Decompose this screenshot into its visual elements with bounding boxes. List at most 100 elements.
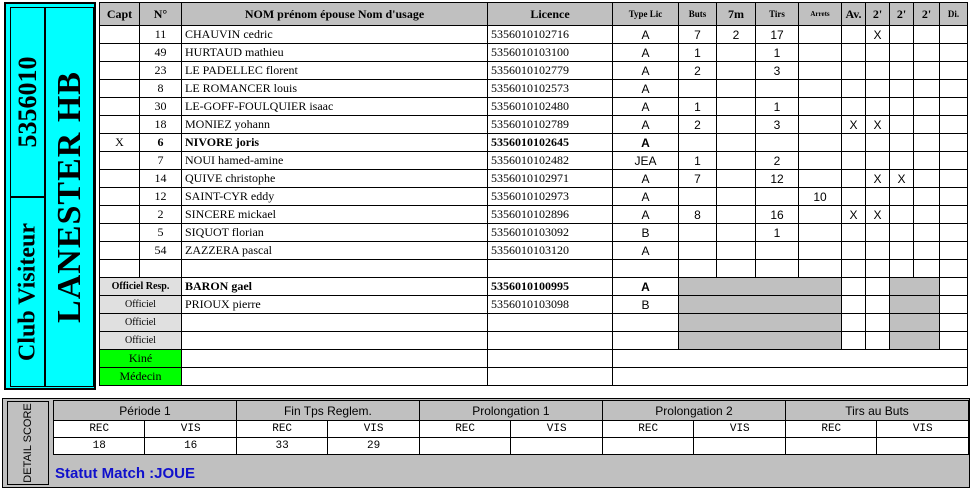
player-arrets	[798, 61, 842, 80]
player-tirs: 3	[755, 61, 799, 80]
rec-label: REC	[235, 420, 329, 438]
score-panel: DETAIL SCORE Période 1 Fin Tps Reglem. Pro…	[2, 398, 970, 488]
player-type-lic: A	[612, 241, 679, 260]
player-2min-1	[865, 43, 890, 62]
player-tirs: 16	[755, 205, 799, 224]
staff-licence	[487, 367, 613, 386]
vis-score	[876, 437, 969, 455]
player-row: 7 NOUI hamed-amine 5356010102482 JEA 1 2	[99, 151, 968, 170]
player-licence: 5356010103100	[487, 43, 613, 62]
player-name: LE ROMANCER louis	[181, 79, 488, 98]
player-avertissement: X	[841, 205, 866, 224]
staff-row: Kiné	[99, 349, 968, 368]
player-tirs: 1	[755, 43, 799, 62]
player-2min-2	[889, 61, 914, 80]
player-2min-3	[913, 205, 940, 224]
player-name: LE-GOFF-FOULQUIER isaac	[181, 97, 488, 116]
player-7m	[716, 61, 756, 80]
official-name	[181, 313, 488, 332]
player-capt	[99, 241, 140, 260]
period-header-row: Période 1 Fin Tps Reglem. Prolongation 1 Pr…	[53, 400, 969, 421]
player-licence: 5356010103092	[487, 223, 613, 242]
staff-row: Médecin	[99, 367, 968, 386]
period-label: Prolongation 1	[418, 400, 603, 421]
player-capt	[99, 61, 140, 80]
club-name: LANESTER HB	[50, 71, 88, 323]
club-type-label: Club Visiteur	[14, 222, 40, 362]
player-7m	[716, 169, 756, 188]
empty-cell	[181, 259, 488, 278]
header-licence: Licence	[487, 2, 613, 26]
player-2min-1	[865, 151, 890, 170]
player-capt	[99, 25, 140, 44]
player-2min-2	[889, 241, 914, 260]
player-capt	[99, 115, 140, 134]
rec-label: REC	[418, 420, 512, 438]
period-label: Fin Tps Reglem.	[235, 400, 420, 421]
empty-cell	[139, 259, 182, 278]
player-name: NIVORE joris	[181, 133, 488, 152]
detail-score-label: DETAIL SCORE	[22, 403, 34, 483]
player-2min-3	[913, 223, 940, 242]
player-buts: 7	[678, 25, 717, 44]
player-2min-3	[913, 79, 940, 98]
player-2min-3	[913, 133, 940, 152]
player-number: 54	[139, 241, 182, 260]
vis-label: VIS	[327, 420, 420, 438]
player-2min-3	[913, 169, 940, 188]
player-buts: 7	[678, 169, 717, 188]
player-capt	[99, 169, 140, 188]
player-2min-1	[865, 241, 890, 260]
player-name: SINCERE mickael	[181, 205, 488, 224]
rec-score	[785, 437, 878, 455]
player-2min-3	[913, 61, 940, 80]
player-avertissement	[841, 25, 866, 44]
player-capt	[99, 187, 140, 206]
player-arrets: 10	[798, 187, 842, 206]
official-role: Officiel	[99, 331, 182, 350]
player-number: 11	[139, 25, 182, 44]
player-buts: 2	[678, 61, 717, 80]
player-buts	[678, 241, 717, 260]
player-2min-2	[889, 223, 914, 242]
player-disqualification	[939, 43, 968, 62]
header-number: N°	[139, 2, 182, 26]
staff-role: Médecin	[99, 367, 182, 386]
vis-score: 16	[144, 437, 237, 455]
player-name: LE PADELLEC florent	[181, 61, 488, 80]
player-arrets	[798, 223, 842, 242]
player-name: ZAZZERA pascal	[181, 241, 488, 260]
official-shaded-cells	[678, 277, 842, 296]
official-type-lic: A	[612, 277, 679, 296]
empty-cell	[487, 259, 613, 278]
staff-name	[181, 349, 488, 368]
player-2min-3	[913, 187, 940, 206]
official-av-cell	[841, 295, 866, 314]
player-disqualification	[939, 151, 968, 170]
player-name: NOUI hamed-amine	[181, 151, 488, 170]
empty-cell	[678, 259, 717, 278]
player-row: 18 MONIEZ yohann 5356010102789 A 2 3 X X	[99, 115, 968, 134]
player-7m	[716, 151, 756, 170]
player-avertissement	[841, 223, 866, 242]
player-2min-2: X	[889, 169, 914, 188]
empty-cell	[716, 259, 756, 278]
player-2min-3	[913, 241, 940, 260]
player-disqualification	[939, 61, 968, 80]
player-disqualification	[939, 115, 968, 134]
official-di-cell	[939, 295, 968, 314]
player-arrets	[798, 97, 842, 116]
official-licence	[487, 331, 613, 350]
header-disqualification: Di.	[939, 2, 968, 26]
player-number: 5	[139, 223, 182, 242]
header-tirs: Tirs	[755, 2, 799, 26]
empty-cell	[612, 259, 679, 278]
player-arrets	[798, 133, 842, 152]
player-buts	[678, 79, 717, 98]
rec-score: 33	[235, 437, 329, 455]
period-values-row: 18 16 33 29	[52, 437, 969, 455]
player-arrets	[798, 43, 842, 62]
player-7m	[716, 223, 756, 242]
player-2min-1	[865, 61, 890, 80]
empty-cell	[755, 259, 799, 278]
